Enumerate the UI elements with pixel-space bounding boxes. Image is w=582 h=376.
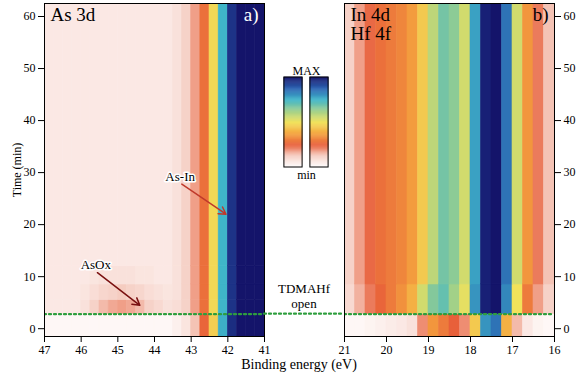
svg-text:MAX: MAX [292, 64, 320, 78]
svg-text:10: 10 [564, 270, 576, 284]
svg-text:20: 20 [564, 217, 576, 231]
svg-text:30: 30 [564, 165, 576, 179]
svg-text:40: 40 [24, 113, 36, 127]
svg-text:40: 40 [564, 113, 576, 127]
svg-text:a): a) [244, 4, 259, 26]
svg-text:AsOx: AsOx [81, 257, 112, 272]
svg-text:As-In: As-In [165, 169, 195, 184]
svg-text:45: 45 [112, 343, 124, 356]
svg-text:46: 46 [75, 343, 87, 356]
svg-text:min: min [297, 168, 316, 182]
svg-text:0: 0 [30, 322, 36, 336]
svg-text:50: 50 [24, 61, 36, 75]
svg-text:19: 19 [423, 343, 435, 356]
svg-text:b): b) [533, 4, 549, 26]
svg-text:60: 60 [24, 9, 36, 23]
svg-text:41: 41 [259, 343, 271, 356]
svg-text:60: 60 [564, 9, 576, 23]
svg-text:47: 47 [39, 343, 51, 356]
svg-text:44: 44 [149, 343, 161, 356]
svg-text:As 3d: As 3d [51, 4, 96, 25]
svg-text:In 4dHf 4f: In 4dHf 4f [351, 4, 392, 44]
svg-text:20: 20 [24, 217, 36, 231]
svg-text:20: 20 [381, 343, 393, 356]
svg-text:17: 17 [507, 343, 519, 356]
svg-text:16: 16 [549, 343, 561, 356]
svg-text:43: 43 [185, 343, 197, 356]
svg-text:30: 30 [24, 165, 36, 179]
svg-text:0: 0 [564, 322, 570, 336]
svg-text:TDMAHfopen: TDMAHfopen [278, 281, 331, 311]
svg-text:50: 50 [564, 61, 576, 75]
svg-text:18: 18 [465, 343, 477, 356]
svg-text:Time (min): Time (min) [10, 143, 24, 198]
html-text:Binding energy (eV): Binding energy (eV) [241, 357, 357, 372]
svg-text:21: 21 [339, 343, 351, 356]
svg-text:10: 10 [24, 270, 36, 284]
svg-text:42: 42 [222, 343, 234, 356]
